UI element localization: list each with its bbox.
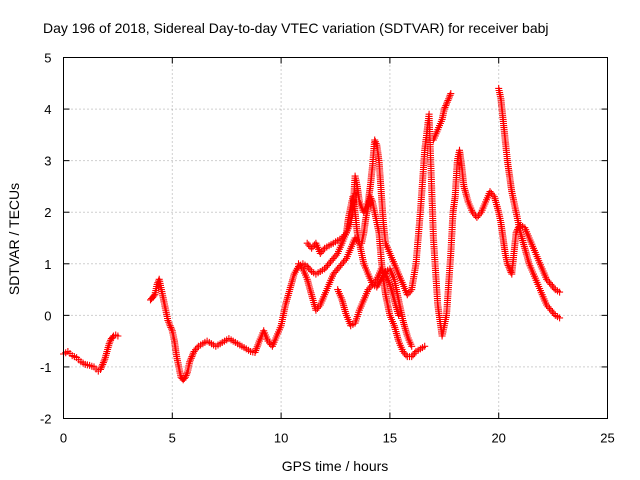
y-axis-label: SDTVAR / TECUs [6, 183, 22, 295]
grid [63, 57, 608, 419]
series-s6 [429, 90, 455, 144]
plot-frame [63, 57, 608, 419]
x-tick-label: 25 [600, 431, 614, 446]
x-axis-label: GPS time / hours [282, 458, 389, 474]
series-points [334, 265, 403, 330]
series-points [429, 90, 455, 144]
y-tick-label: -1 [40, 360, 52, 375]
y-tick-label: 2 [44, 205, 51, 220]
series-points [495, 84, 564, 322]
series-points [295, 234, 416, 350]
x-tick-label: 10 [274, 431, 288, 446]
series-s5 [334, 265, 403, 330]
series-s2 [147, 193, 429, 384]
tick-labels: 0 5 10 15 20 25 -2 -1 0 1 2 3 4 5 [40, 51, 615, 446]
y-tick-label: 1 [44, 257, 51, 272]
y-tick-label: 4 [44, 102, 51, 117]
y-tick-label: 0 [44, 308, 51, 323]
series-s1 [60, 331, 122, 375]
series-points [60, 331, 122, 375]
x-tick-label: 0 [60, 431, 67, 446]
chart-title: Day 196 of 2018, Sidereal Day-to-day VTE… [43, 20, 549, 36]
series-s3 [303, 110, 564, 340]
x-tick-label: 5 [169, 431, 176, 446]
series-points [303, 110, 564, 340]
x-tick-label: 20 [491, 431, 505, 446]
y-tick-label: 3 [44, 154, 51, 169]
series-s7 [495, 84, 564, 322]
x-tick-label: 15 [383, 431, 397, 446]
data-points [60, 84, 564, 384]
y-tick-label: 5 [44, 51, 51, 66]
series-points [147, 193, 429, 384]
series-s4 [295, 234, 416, 350]
y-tick-label: -2 [40, 412, 52, 427]
